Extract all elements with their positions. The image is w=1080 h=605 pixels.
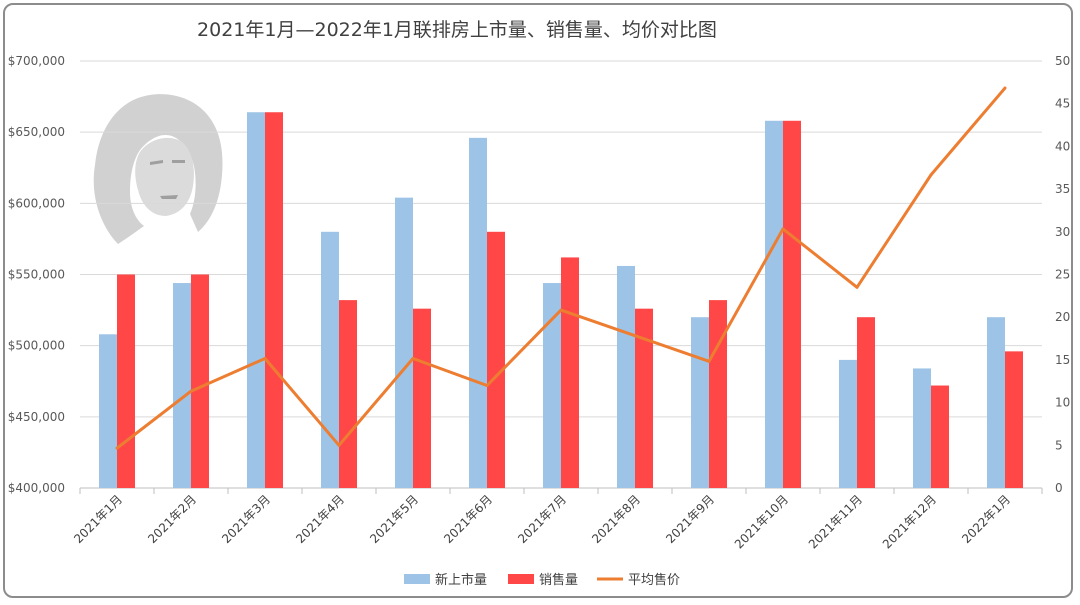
y-right-tick-label: 30: [1055, 225, 1070, 239]
line-series: [115, 86, 1007, 450]
chart-title: 2021年1月—2022年1月联排房上市量、销售量、均价对比图: [197, 19, 717, 41]
line-point: [1003, 86, 1007, 90]
x-tick-label: 2021年4月: [293, 492, 347, 546]
line-point: [115, 446, 119, 450]
x-tick-label: 2021年8月: [589, 492, 643, 546]
bar-sales: [487, 231, 505, 489]
x-tick-label: 2021年9月: [663, 492, 717, 546]
x-tick-label: 2021年12月: [880, 492, 939, 551]
bar-sales: [117, 274, 135, 488]
y-left-tick-label: $600,000: [8, 196, 65, 210]
legend-swatch-bar: [404, 574, 430, 584]
bar-sales: [857, 317, 875, 488]
x-tick-label: 2021年2月: [145, 492, 199, 546]
y-left-tick-label: $500,000: [8, 339, 65, 353]
y-left-tick-label: $700,000: [8, 54, 65, 68]
line-point: [929, 173, 933, 177]
bar-new-listings: [617, 265, 635, 488]
y-left-tick-label: $650,000: [8, 125, 65, 139]
bar-sales: [931, 385, 949, 488]
gridlines: [80, 60, 1042, 489]
bar-new-listings: [691, 317, 709, 488]
line-point: [633, 334, 637, 338]
bar-new-listings: [765, 120, 783, 488]
bar-sales: [1005, 351, 1023, 488]
bars: [99, 112, 1023, 489]
bar-sales: [339, 300, 357, 488]
x-tick-label: 2021年6月: [441, 492, 495, 546]
bar-sales: [635, 308, 653, 488]
y-left-tick-label: $450,000: [8, 410, 65, 424]
y-right-tick-label: 10: [1055, 396, 1070, 410]
bar-sales: [709, 300, 727, 488]
x-tick-label: 2022年1月: [959, 492, 1013, 546]
line-point: [855, 285, 859, 289]
y-right-tick-label: 0: [1055, 481, 1063, 495]
y-right-tick-label: 45: [1055, 97, 1070, 111]
bar-new-listings: [321, 231, 339, 489]
line-point: [707, 359, 711, 363]
y-right-tick-label: 40: [1055, 139, 1070, 153]
bar-new-listings: [839, 359, 857, 488]
x-tick-label: 2021年5月: [367, 492, 421, 546]
bar-sales: [561, 257, 579, 488]
legend: 新上市量 销售量 平均售价: [404, 572, 680, 588]
line-point: [337, 443, 341, 447]
line-point: [189, 389, 193, 393]
y-left-tick-label: $400,000: [8, 481, 65, 495]
bar-new-listings: [247, 112, 265, 489]
line-point: [263, 356, 267, 360]
y-right-tick-label: 5: [1055, 438, 1063, 452]
bar-sales: [191, 274, 209, 488]
x-tick-label: 2021年10月: [732, 492, 791, 551]
y-right-tick-label: 20: [1055, 310, 1070, 324]
line-point: [781, 227, 785, 231]
bar-new-listings: [913, 368, 931, 488]
y-right-tick-label: 25: [1055, 268, 1070, 282]
legend-swatch-bar: [508, 574, 534, 584]
legend-label: 新上市量: [435, 572, 487, 588]
y-right-tick-label: 50: [1055, 54, 1070, 68]
bar-sales: [783, 120, 801, 488]
legend-label: 销售量: [539, 572, 578, 588]
line-point: [559, 308, 563, 312]
y-left-tick-label: $550,000: [8, 268, 65, 282]
y-right-tick-label: 35: [1055, 182, 1070, 196]
line-point: [411, 356, 415, 360]
bar-new-listings: [173, 283, 191, 488]
bar-new-listings: [543, 283, 561, 488]
woman-portrait-silhouette-icon: [93, 94, 223, 244]
bar-sales: [413, 308, 431, 488]
x-tick-label: 2021年3月: [219, 492, 273, 546]
x-tick-label: 2021年11月: [806, 492, 865, 551]
line-point: [485, 384, 489, 388]
bar-new-listings: [395, 197, 413, 488]
bar-sales: [265, 112, 283, 489]
bar-new-listings: [987, 317, 1005, 488]
x-tick-label: 2021年1月: [71, 492, 125, 546]
bar-new-listings: [99, 334, 117, 488]
legend-label: 平均售价: [628, 572, 680, 588]
y-right-tick-label: 15: [1055, 353, 1070, 367]
bar-new-listings: [469, 137, 487, 489]
x-tick-label: 2021年7月: [515, 492, 569, 546]
